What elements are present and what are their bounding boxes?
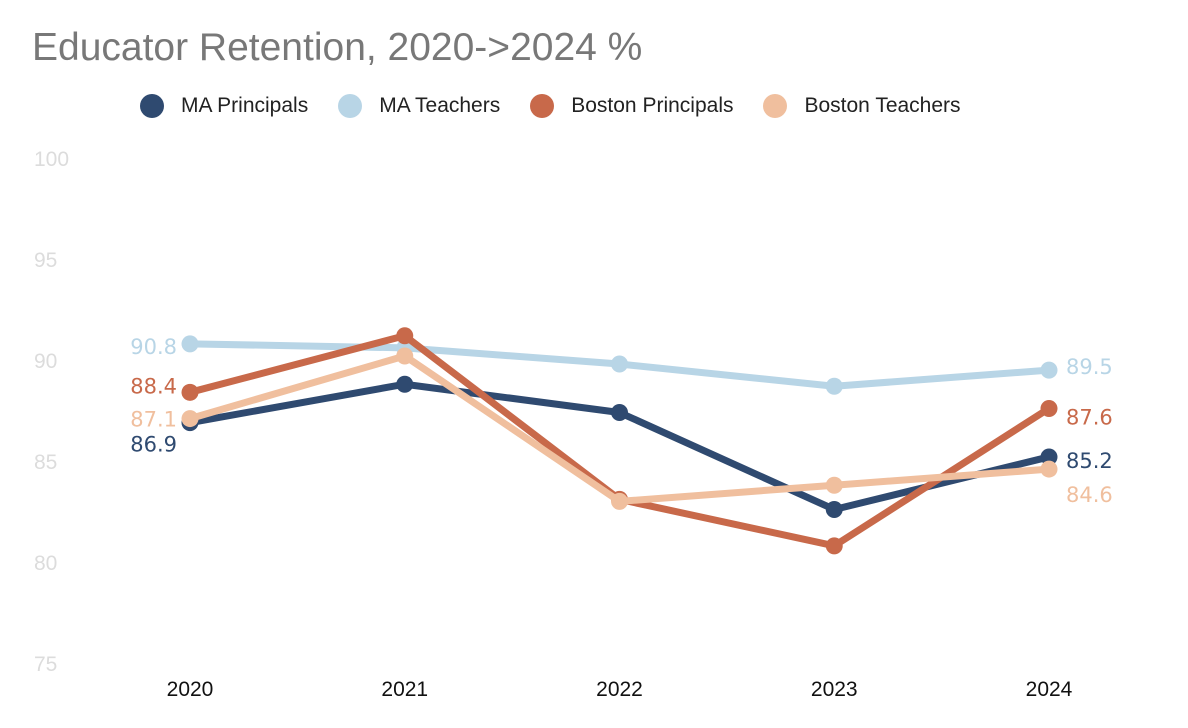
data-point-boston-principals[interactable] [396, 327, 414, 345]
legend-label-ma-teachers: MA Teachers [379, 94, 501, 117]
data-point-boston-teachers[interactable] [611, 492, 628, 510]
data-point-ma-principals[interactable] [396, 375, 414, 393]
y-tick-label: 95 [34, 249, 57, 272]
x-tick-label: 2024 [1026, 678, 1073, 701]
data-point-boston-principals[interactable] [181, 383, 199, 401]
data-point-ma-teachers[interactable] [181, 335, 199, 353]
data-point-ma-principals[interactable] [825, 500, 843, 518]
y-tick-label: 100 [34, 148, 69, 171]
data-point-ma-teachers[interactable] [611, 355, 628, 373]
data-label-ma-principals: 86.9 [130, 433, 177, 457]
x-axis: 2020 2021 2022 2023 2024 [167, 678, 1073, 701]
x-tick-label: 2021 [381, 678, 428, 701]
data-point-ma-principals[interactable] [1040, 448, 1058, 466]
data-label-boston-teachers: 84.6 [1066, 483, 1113, 507]
legend-item-ma-teachers[interactable]: MA Teachers [338, 94, 500, 118]
y-tick-label: 85 [34, 451, 57, 474]
data-point-boston-teachers[interactable] [396, 347, 414, 365]
data-point-boston-principals[interactable] [825, 537, 843, 555]
y-tick-label: 75 [34, 653, 57, 676]
legend-marker-ma-teachers [338, 94, 363, 118]
legend-marker-ma-principals [140, 94, 164, 118]
data-label-boston-principals: 88.4 [130, 374, 177, 398]
data-label-boston-teachers: 87.1 [130, 408, 177, 432]
data-point-ma-principals[interactable] [611, 404, 628, 422]
data-label-layer: 86.9 85.2 90.8 89.5 88.4 87.6 87.1 84.6 [130, 335, 1113, 507]
y-axis: 75 80 85 90 95 100 [34, 148, 69, 676]
legend-marker-boston-principals [530, 94, 555, 118]
legend-item-boston-principals[interactable]: Boston Principals [530, 94, 733, 118]
chart-title: Educator Retention, 2020->2024 % [32, 26, 643, 69]
data-label-ma-principals: 85.2 [1066, 449, 1113, 473]
legend-label-ma-principals: MA Principals [181, 94, 309, 117]
data-label-ma-teachers: 90.8 [130, 335, 177, 359]
x-tick-label: 2023 [811, 678, 858, 701]
data-point-ma-teachers[interactable] [825, 377, 843, 395]
data-label-ma-teachers: 89.5 [1066, 355, 1113, 379]
x-tick-label: 2020 [167, 678, 214, 701]
y-tick-label: 80 [34, 552, 57, 575]
legend-label-boston-teachers: Boston Teachers [804, 94, 961, 117]
chart-legend: MA Principals MA Teachers Boston Princip… [140, 94, 991, 118]
series-boston-teachers [181, 347, 1058, 510]
legend-marker-boston-teachers [763, 94, 788, 118]
data-point-boston-teachers[interactable] [1040, 460, 1058, 478]
data-point-ma-teachers[interactable] [1040, 361, 1058, 379]
data-point-boston-teachers[interactable] [825, 476, 843, 494]
data-point-boston-principals[interactable] [1040, 399, 1058, 417]
series-layer [181, 327, 1058, 555]
series-ma-teachers [181, 335, 1058, 395]
legend-label-boston-principals: Boston Principals [571, 94, 734, 117]
data-point-boston-teachers[interactable] [181, 410, 199, 428]
legend-item-ma-principals[interactable]: MA Principals [140, 94, 308, 118]
y-tick-label: 90 [34, 350, 57, 373]
legend-item-boston-teachers[interactable]: Boston Teachers [763, 94, 961, 118]
data-label-boston-principals: 87.6 [1066, 405, 1113, 429]
x-tick-label: 2022 [596, 678, 643, 701]
